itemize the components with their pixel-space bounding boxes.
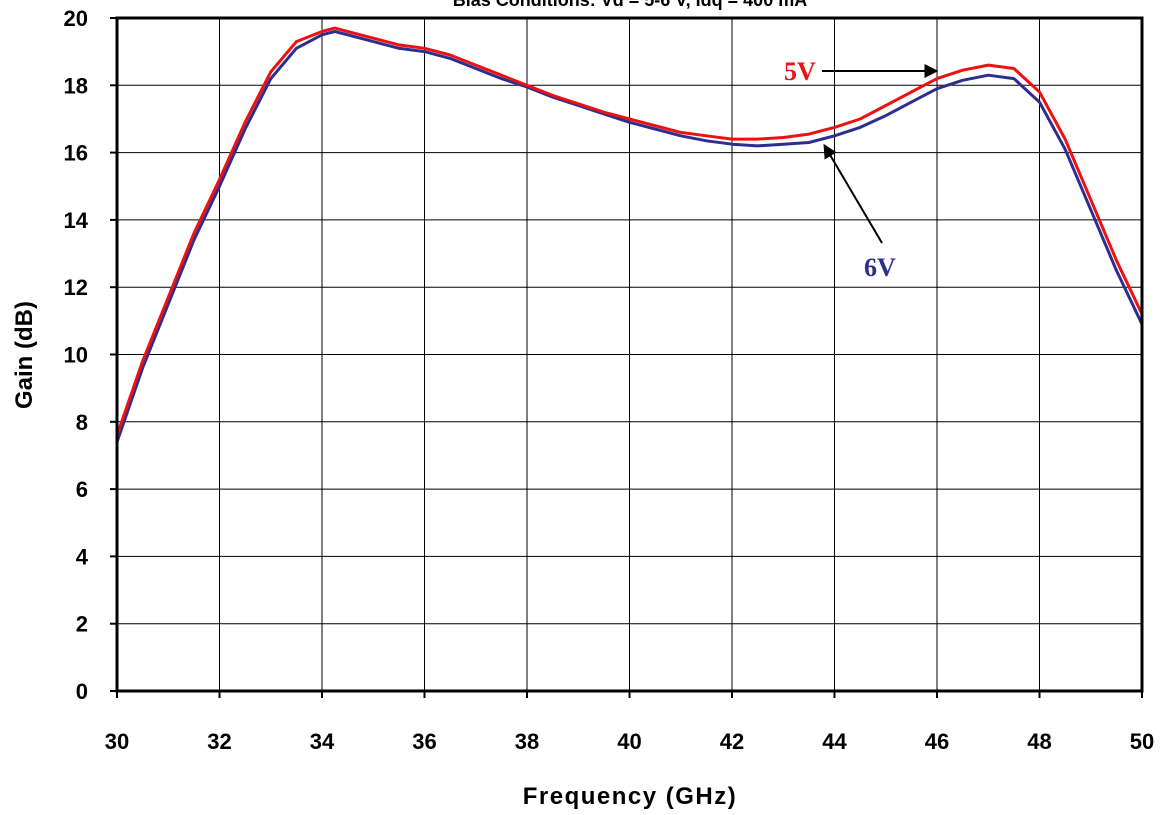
y-tick-label: 2 [76,612,88,637]
y-tick-label: 10 [64,343,88,368]
x-tick-label: 48 [1027,729,1051,754]
chart-title: Bias Conditions: Vd = 5-6 V, Idq = 400 m… [453,0,807,10]
y-tick-label: 20 [64,6,88,31]
x-tick-label: 34 [310,729,335,754]
y-tick-label: 4 [76,544,89,569]
y-tick-label: 8 [76,410,88,435]
y-tick-label: 6 [76,477,88,502]
y-axis-title: Gain (dB) [11,301,38,409]
x-axis-title: Frequency (GHz) [523,783,738,810]
series-lines [115,26,1144,443]
x-tick-label: 40 [617,729,641,754]
x-tick-label: 36 [412,729,436,754]
series-line-6v [115,30,1144,443]
x-tick-label: 30 [105,729,129,754]
x-tick-label: 46 [925,729,949,754]
annotation-label-5v: 5V [784,57,816,86]
annotation-label-6v: 6V [864,253,896,282]
y-tick-label: 14 [64,208,89,233]
grid-lines [117,18,1142,691]
series-line-5v [115,26,1144,436]
x-tick-label: 42 [720,729,744,754]
x-tick-label: 32 [207,729,231,754]
y-tick-label: 18 [64,73,88,98]
x-tick-label: 50 [1130,729,1154,754]
y-tick-label: 16 [64,141,88,166]
x-tick-label: 44 [822,729,847,754]
annotation-arrow-6v [823,143,883,244]
x-tick-label: 38 [515,729,539,754]
series-annotations: 5V 6V [784,57,939,282]
y-tick-label: 0 [76,679,88,704]
y-tick-label: 12 [64,275,88,300]
